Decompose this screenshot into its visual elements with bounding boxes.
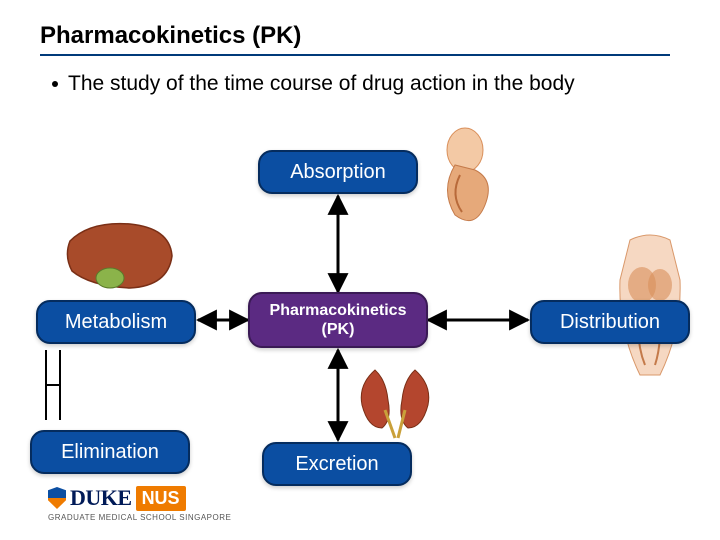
logo-subtitle: GRADUATE MEDICAL SCHOOL SINGAPORE xyxy=(48,513,231,522)
bullet-text: The study of the time course of drug act… xyxy=(68,72,575,96)
digestive-organ-icon xyxy=(420,120,510,230)
logo-nus-text: NUS xyxy=(136,486,186,511)
logo-duke-text: DUKE xyxy=(70,485,132,511)
node-distribution: Distribution xyxy=(530,300,690,344)
bullet-dot-icon xyxy=(52,81,58,87)
node-excretion: Excretion xyxy=(262,442,412,486)
node-distribution-label: Distribution xyxy=(560,311,660,334)
bullet-item: The study of the time course of drug act… xyxy=(52,72,575,96)
page-title: Pharmacokinetics (PK) xyxy=(40,22,301,50)
kidneys-organ-icon xyxy=(350,360,440,440)
node-metabolism: Metabolism xyxy=(36,300,196,344)
node-center: Pharmacokinetics (PK) xyxy=(248,292,428,348)
liver-organ-icon xyxy=(60,216,180,294)
node-metabolism-label: Metabolism xyxy=(65,311,167,334)
node-center-label: Pharmacokinetics (PK) xyxy=(270,301,407,339)
node-elimination: Elimination xyxy=(30,430,190,474)
node-elimination-label: Elimination xyxy=(61,441,159,464)
node-absorption: Absorption xyxy=(258,150,418,194)
node-absorption-label: Absorption xyxy=(290,161,386,184)
node-excretion-label: Excretion xyxy=(295,453,378,476)
logo: DUKE NUS GRADUATE MEDICAL SCHOOL SINGAPO… xyxy=(48,485,231,522)
shield-icon xyxy=(48,487,66,509)
title-underline xyxy=(40,54,670,56)
